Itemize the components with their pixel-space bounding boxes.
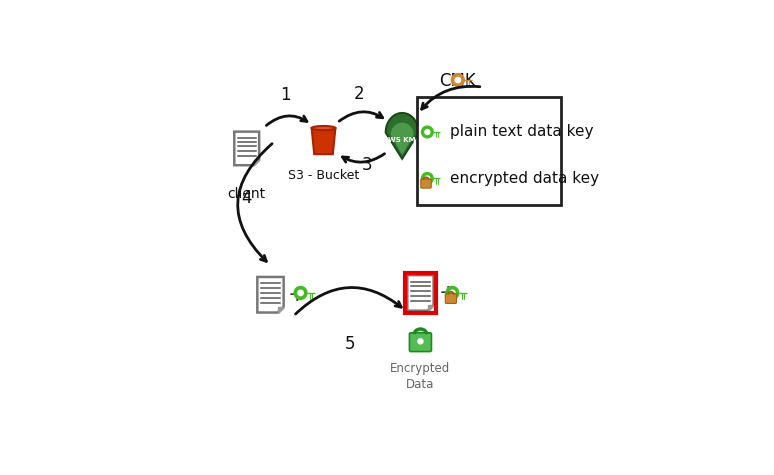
Circle shape — [446, 286, 459, 299]
FancyBboxPatch shape — [445, 294, 457, 304]
FancyBboxPatch shape — [409, 332, 431, 352]
Polygon shape — [385, 113, 419, 159]
Text: 1: 1 — [280, 86, 290, 104]
Circle shape — [422, 172, 433, 184]
Text: +: + — [439, 283, 457, 303]
Circle shape — [425, 176, 430, 181]
Text: 2: 2 — [354, 85, 365, 103]
Text: Encrypted
Data: Encrypted Data — [390, 362, 450, 391]
Text: CMK: CMK — [439, 72, 475, 90]
Text: 4: 4 — [241, 189, 252, 207]
Circle shape — [451, 74, 464, 86]
Polygon shape — [254, 160, 259, 165]
Ellipse shape — [312, 126, 335, 130]
Text: encrypted data key: encrypted data key — [450, 171, 599, 186]
Circle shape — [298, 290, 303, 295]
Polygon shape — [278, 307, 283, 313]
Polygon shape — [428, 305, 433, 311]
Bar — [405, 273, 436, 313]
Circle shape — [294, 286, 307, 299]
Text: 5: 5 — [345, 335, 355, 353]
Circle shape — [425, 130, 430, 134]
Text: +: + — [287, 285, 307, 305]
Text: S3 - Bucket: S3 - Bucket — [288, 169, 359, 181]
Circle shape — [450, 290, 455, 295]
Circle shape — [418, 339, 423, 344]
Text: plain text data key: plain text data key — [450, 124, 593, 140]
FancyBboxPatch shape — [421, 179, 431, 188]
Polygon shape — [391, 123, 413, 155]
Polygon shape — [257, 277, 283, 313]
Text: AWS KMS: AWS KMS — [383, 137, 421, 143]
FancyBboxPatch shape — [416, 97, 561, 205]
Polygon shape — [235, 132, 259, 165]
Polygon shape — [407, 275, 433, 311]
Text: client: client — [228, 187, 265, 201]
Polygon shape — [312, 128, 335, 154]
Circle shape — [422, 126, 433, 138]
Text: 3: 3 — [361, 156, 372, 174]
Circle shape — [455, 77, 461, 83]
